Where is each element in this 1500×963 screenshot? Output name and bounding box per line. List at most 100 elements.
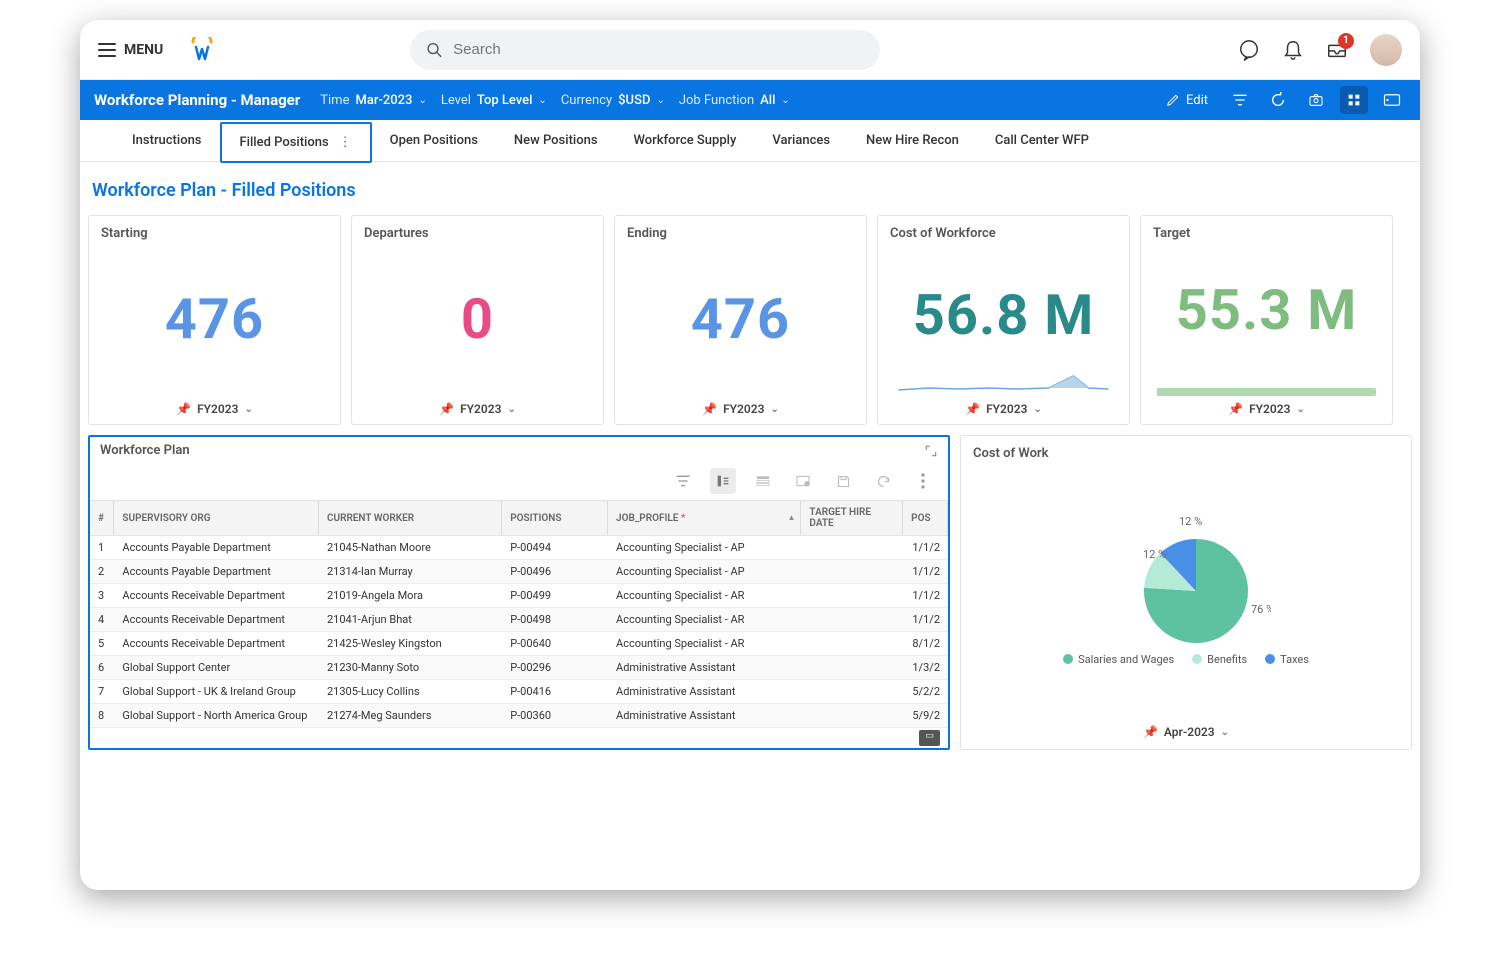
- column-header[interactable]: TARGET HIRE DATE: [801, 501, 903, 536]
- pin-icon: 📌: [1143, 725, 1158, 739]
- workday-logo-icon[interactable]: [189, 37, 215, 63]
- table-column-icon[interactable]: [710, 468, 736, 494]
- chevron-down-icon: ⌄: [538, 95, 546, 106]
- table-settings-icon[interactable]: [790, 468, 816, 494]
- pin-icon: 📌: [965, 402, 980, 416]
- svg-text:76 %: 76 %: [1251, 603, 1271, 616]
- table-row[interactable]: 4Accounts Receivable Department21041-Arj…: [90, 608, 948, 632]
- table-cell: P-00296: [502, 656, 608, 680]
- chevron-down-icon[interactable]: ⌄: [770, 404, 778, 415]
- filter-time[interactable]: TimeMar-2023⌄: [320, 93, 427, 108]
- column-header[interactable]: POS: [903, 501, 948, 536]
- tab-open-positions[interactable]: Open Positions: [372, 120, 496, 161]
- camera-icon[interactable]: [1302, 86, 1330, 114]
- table-cell: Accounts Payable Department: [114, 560, 319, 584]
- table-cell: [801, 536, 903, 560]
- pie-chart: 76 %12 %12 %: [1101, 513, 1271, 643]
- pin-icon: 📌: [702, 402, 717, 416]
- table-cell: 3: [90, 584, 114, 608]
- kpi-card-ending: Ending 476 📌 FY2023 ⌄: [614, 215, 867, 425]
- table-cell: 21305-Lucy Collins: [319, 680, 502, 704]
- present-icon[interactable]: [1378, 86, 1406, 114]
- chevron-down-icon[interactable]: ⌄: [507, 404, 515, 415]
- table-cell: 5/2/2: [903, 680, 948, 704]
- kpi-label: Starting: [101, 226, 328, 241]
- table-cell: Accounting Specialist - AR: [608, 632, 801, 656]
- table-cell: Accounts Receivable Department: [114, 608, 319, 632]
- table-cell: P-00360: [502, 704, 608, 728]
- table-row[interactable]: 8Global Support - North America Group212…: [90, 704, 948, 728]
- column-header[interactable]: JOB_PROFILE *: [608, 501, 801, 536]
- table-cell: 21041-Arjun Bhat: [319, 608, 502, 632]
- edit-button[interactable]: Edit: [1166, 93, 1208, 108]
- grid-view-icon[interactable]: [1340, 86, 1368, 114]
- table-cell: [801, 656, 903, 680]
- table-row[interactable]: 1Accounts Payable Department21045-Nathan…: [90, 536, 948, 560]
- filter-icon[interactable]: [1226, 86, 1254, 114]
- tab-variances[interactable]: Variances: [754, 120, 848, 161]
- table-row[interactable]: 2Accounts Payable Department21314-Ian Mu…: [90, 560, 948, 584]
- expand-icon[interactable]: [924, 444, 938, 458]
- table-cell: P-00499: [502, 584, 608, 608]
- table-freeze-icon[interactable]: [750, 468, 776, 494]
- inbox-icon[interactable]: 1: [1326, 39, 1348, 61]
- kpi-label: Departures: [364, 226, 591, 241]
- chevron-down-icon[interactable]: ⌄: [1296, 404, 1304, 415]
- kpi-footer: FY2023: [197, 402, 238, 416]
- table-row[interactable]: 3Accounts Receivable Department21019-Ang…: [90, 584, 948, 608]
- table-cell: 7: [90, 680, 114, 704]
- search-input[interactable]: [453, 41, 864, 58]
- hamburger-icon: [98, 43, 116, 57]
- tab-workforce-supply[interactable]: Workforce Supply: [616, 120, 755, 161]
- chevron-down-icon[interactable]: ⌄: [1221, 727, 1229, 738]
- column-header[interactable]: #: [90, 501, 114, 536]
- table-cell: Accounts Receivable Department: [114, 584, 319, 608]
- table-cell: Accounting Specialist - AR: [608, 608, 801, 632]
- tab-filled-positions[interactable]: Filled Positions⋮: [220, 122, 372, 163]
- menu-button[interactable]: MENU: [98, 42, 163, 58]
- table-cell: P-00416: [502, 680, 608, 704]
- search-input-container[interactable]: [410, 30, 880, 70]
- filter-job-function[interactable]: Job FunctionAll⌄: [679, 93, 790, 108]
- table-cell: 5/9/2: [903, 704, 948, 728]
- table-more-icon[interactable]: [910, 468, 936, 494]
- column-header[interactable]: CURRENT WORKER: [319, 501, 502, 536]
- table-cell: 21425-Wesley Kingston: [319, 632, 502, 656]
- column-header[interactable]: SUPERVISORY ORG: [114, 501, 319, 536]
- chat-icon[interactable]: [1238, 39, 1260, 61]
- column-header[interactable]: POSITIONS: [502, 501, 608, 536]
- tab-new-hire-recon[interactable]: New Hire Recon: [848, 120, 977, 161]
- table-row[interactable]: 7Global Support - UK & Ireland Group2130…: [90, 680, 948, 704]
- table-row[interactable]: 5Accounts Receivable Department21425-Wes…: [90, 632, 948, 656]
- table-row[interactable]: 6Global Support Center21230-Manny SotoP-…: [90, 656, 948, 680]
- filter-currency[interactable]: Currency$USD⌄: [561, 93, 665, 108]
- table-cell: Global Support - North America Group: [114, 704, 319, 728]
- table-cell: Accounting Specialist - AR: [608, 584, 801, 608]
- table-save-icon[interactable]: [830, 468, 856, 494]
- tab-call-center-wfp[interactable]: Call Center WFP: [977, 120, 1107, 161]
- table-cell: [801, 680, 903, 704]
- edit-label: Edit: [1186, 93, 1208, 108]
- tab-new-positions[interactable]: New Positions: [496, 120, 616, 161]
- table-cell: 1: [90, 536, 114, 560]
- refresh-icon[interactable]: [1264, 86, 1292, 114]
- chevron-down-icon[interactable]: ⌄: [1033, 404, 1041, 415]
- filter-level[interactable]: LevelTop Level⌄: [441, 93, 547, 108]
- legend-item: Benefits: [1192, 653, 1247, 666]
- table-cell: 21274-Meg Saunders: [319, 704, 502, 728]
- table-cell: 21230-Manny Soto: [319, 656, 502, 680]
- table-undo-icon[interactable]: [870, 468, 896, 494]
- table-cell: Accounting Specialist - AP: [608, 560, 801, 584]
- chevron-down-icon[interactable]: ⌄: [244, 404, 252, 415]
- table-cell: Administrative Assistant: [608, 704, 801, 728]
- table-filter-icon[interactable]: [670, 468, 696, 494]
- notifications-icon[interactable]: [1282, 39, 1304, 61]
- table-cell: 6: [90, 656, 114, 680]
- table-cell: P-00640: [502, 632, 608, 656]
- tab-menu-icon[interactable]: ⋮: [339, 135, 352, 150]
- tab-instructions[interactable]: Instructions: [114, 120, 220, 161]
- workforce-table[interactable]: #SUPERVISORY ORGCURRENT WORKERPOSITIONSJ…: [90, 500, 948, 728]
- table-cell: [801, 584, 903, 608]
- sparkline: [890, 366, 1117, 396]
- user-avatar[interactable]: [1370, 34, 1402, 66]
